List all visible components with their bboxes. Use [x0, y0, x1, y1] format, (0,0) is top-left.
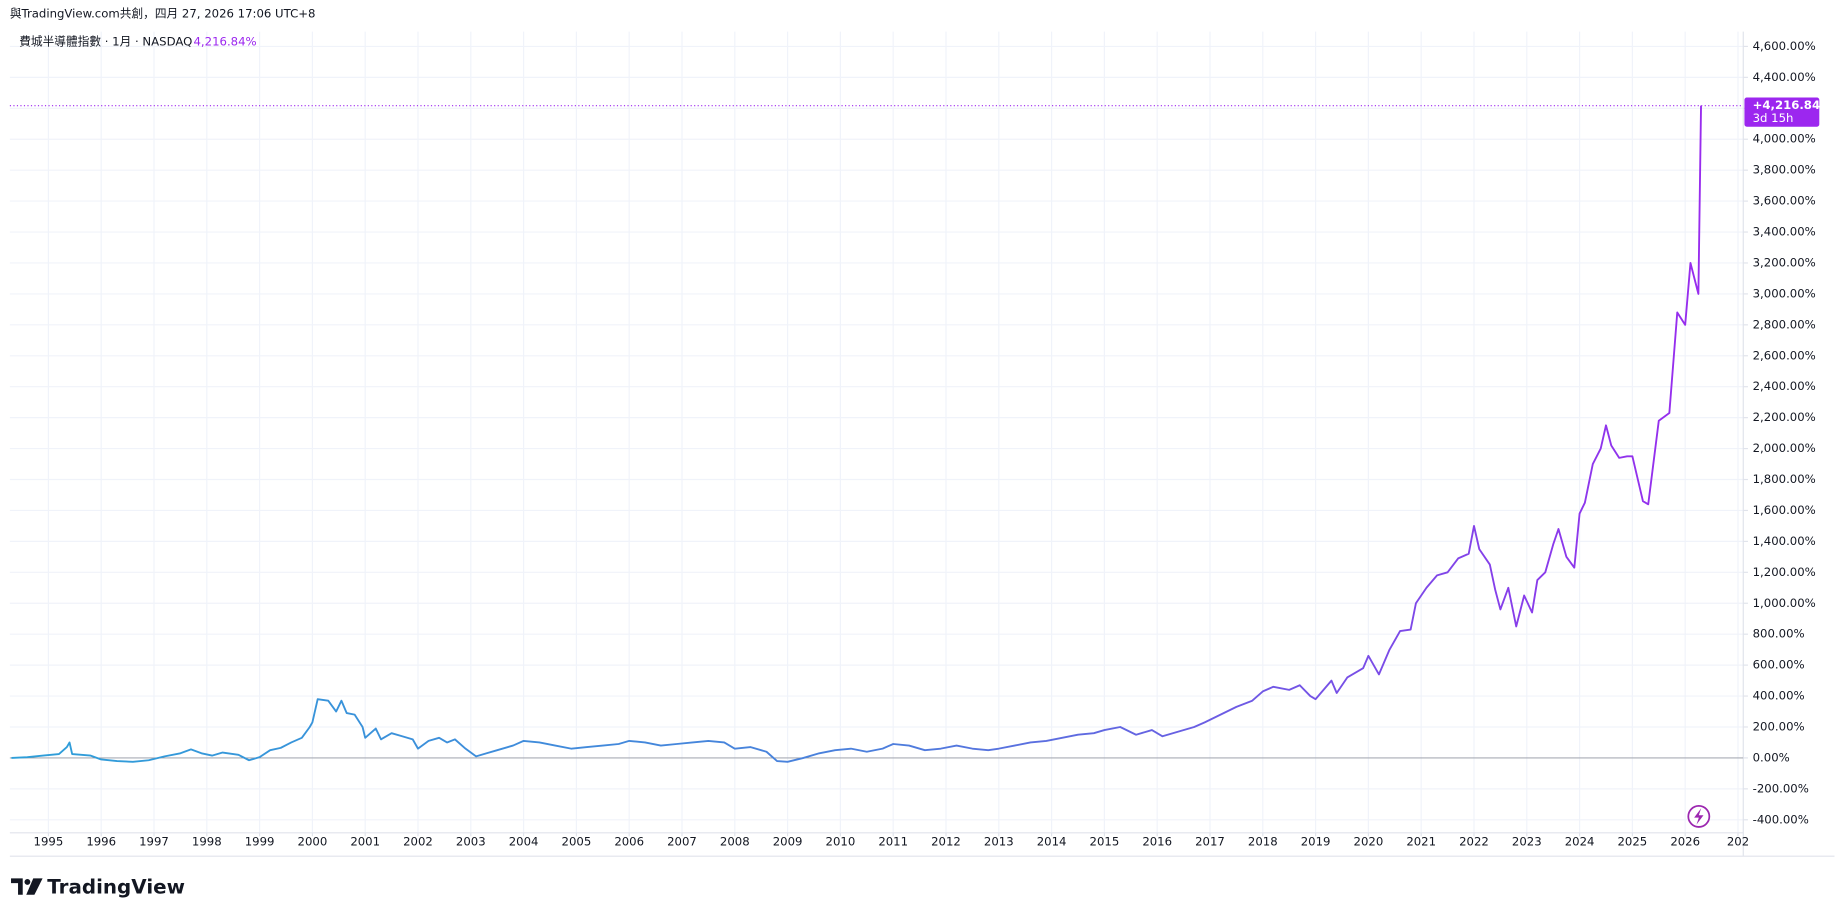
x-tick-label: 1997 [139, 835, 169, 849]
x-tick-label: 202 [1727, 835, 1749, 849]
plot [9, 105, 1744, 763]
logo-dot [24, 878, 31, 885]
y-tick-label: 4,400.00% [1753, 70, 1816, 84]
x-tick-label: 1995 [34, 835, 64, 849]
price-line [11, 105, 1702, 763]
brand: TradingView [47, 875, 185, 898]
y-tick-label: 3,400.00% [1753, 225, 1816, 239]
x-tick-label: 2016 [1142, 835, 1172, 849]
x-tick-label: 1998 [192, 835, 222, 849]
x-tick-label: 2007 [667, 835, 697, 849]
y-tick-label: 2,200.00% [1753, 410, 1816, 424]
y-tick-label: 400.00% [1753, 689, 1805, 703]
x-tick-label: 2020 [1354, 835, 1384, 849]
y-tick-label: 3,600.00% [1753, 194, 1816, 208]
x-tick-label: 2019 [1301, 835, 1331, 849]
y-tick-label: 2,400.00% [1753, 379, 1816, 393]
last-price-label: +4,216.84% [1753, 98, 1832, 112]
x-tick-label: 2012 [931, 835, 961, 849]
x-tick-label: 2000 [298, 835, 328, 849]
y-tick-label: 3,000.00% [1753, 286, 1816, 300]
x-tick-label: 2026 [1670, 835, 1700, 849]
y-tick-label: 2,600.00% [1753, 348, 1816, 362]
y-tick-label: 600.00% [1753, 658, 1805, 672]
x-tick-label: 2002 [403, 835, 433, 849]
header: 與TradingView.com共創，四月 27, 2026 17:06 UTC… [10, 7, 316, 21]
y-tick-label: 0.00% [1753, 750, 1790, 764]
y-tick-label: -200.00% [1753, 781, 1809, 795]
y-tick-label: 4,000.00% [1753, 132, 1816, 146]
logo-mark [26, 878, 43, 895]
legend-name: 費城半導體指數 · 1月 · NASDAQ [19, 35, 192, 49]
countdown: 3d 15h [1753, 111, 1794, 125]
y-tick-label: 1,600.00% [1753, 503, 1816, 517]
y-tick-label: 800.00% [1753, 627, 1805, 641]
y-tick-label: -400.00% [1753, 812, 1809, 826]
y-tick-label: 1,000.00% [1753, 596, 1816, 610]
grid [9, 31, 1744, 833]
x-tick-label: 2004 [509, 835, 539, 849]
x-tick-label: 2013 [984, 835, 1014, 849]
logo-mark [11, 878, 23, 895]
x-tick-label: 2022 [1459, 835, 1489, 849]
x-tick-label: 2015 [1090, 835, 1120, 849]
x-tick-label: 2021 [1406, 835, 1436, 849]
x-tick-label: 2003 [456, 835, 486, 849]
y-tick-label: 2,800.00% [1753, 317, 1816, 331]
y-tick-label: 200.00% [1753, 719, 1805, 733]
y-tick-label: 1,400.00% [1753, 534, 1816, 548]
last-price-box [1744, 97, 1820, 127]
y-tick-label: 2,000.00% [1753, 441, 1816, 455]
legend-value: 4,216.84% [193, 35, 256, 49]
x-tick-label: 2018 [1248, 835, 1278, 849]
x-tick-label: 1999 [245, 835, 275, 849]
x-tick-label: 2006 [614, 835, 644, 849]
x-tick-label: 2023 [1512, 835, 1542, 849]
lightning [1694, 808, 1704, 825]
y-tick-label: 1,800.00% [1753, 472, 1816, 486]
x-tick-label: 2011 [878, 835, 908, 849]
x-tick-label: 2017 [1195, 835, 1225, 849]
x-tick-label: 2025 [1618, 835, 1648, 849]
y-tick-label: 3,800.00% [1753, 163, 1816, 177]
y-tick-label: 4,600.00% [1753, 39, 1816, 53]
x-tick-label: 2010 [826, 835, 856, 849]
x-tick-label: 2014 [1037, 835, 1067, 849]
x-tick-label: 2008 [720, 835, 750, 849]
x-tick-label: 1996 [86, 835, 116, 849]
logo: TradingView [11, 875, 185, 898]
x-tick-label: 2024 [1565, 835, 1595, 849]
x-tick-label: 2009 [773, 835, 803, 849]
y-tick-label: 1,200.00% [1753, 565, 1816, 579]
x-tick-label: 2001 [350, 835, 380, 849]
x-tick-label: 2005 [562, 835, 592, 849]
y-tick-label: 3,200.00% [1753, 255, 1816, 269]
